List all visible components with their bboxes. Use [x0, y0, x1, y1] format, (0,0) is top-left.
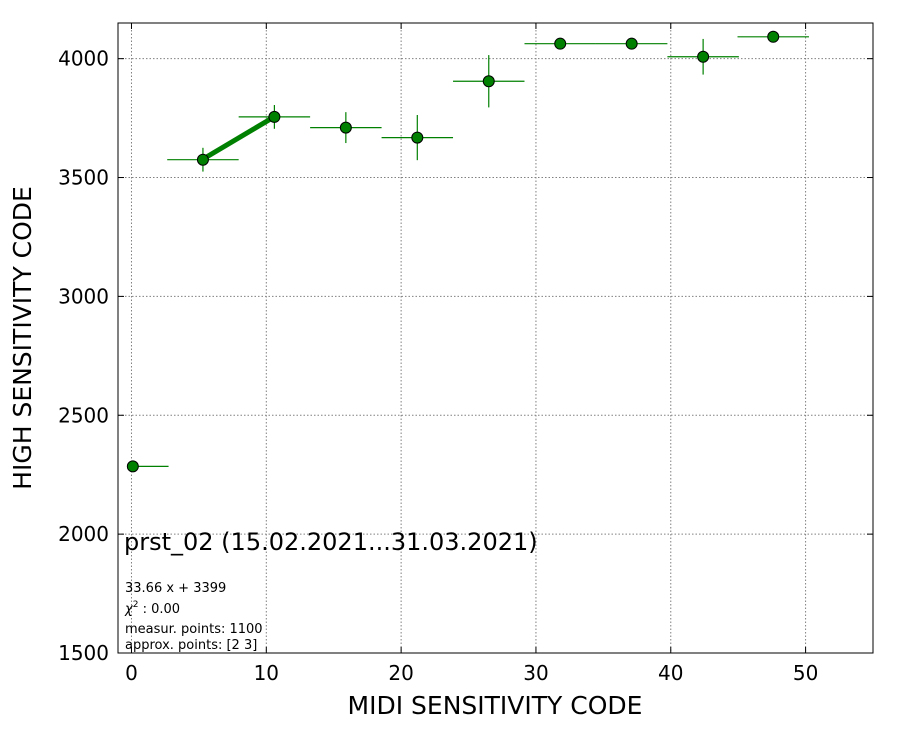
y-tick-label: 3500 — [58, 166, 109, 190]
annotation-title: prst_02 (15.02.2021...31.03.2021) — [124, 528, 538, 556]
grid — [118, 23, 873, 653]
annotation-measur-points: measur. points: 1100 — [125, 622, 263, 637]
x-tick-label: 10 — [254, 661, 279, 685]
data-point-0 — [126, 460, 139, 473]
data-point-2 — [268, 110, 281, 123]
plot-frame — [117, 22, 874, 654]
y-axis-label: HIGH SENSITIVITY CODE — [8, 186, 37, 490]
chi2-value: : 0.00 — [138, 602, 180, 617]
x-tick-label: 30 — [523, 661, 548, 685]
ticks — [118, 23, 873, 654]
annotation-chi2: χ2 : 0.00 — [124, 600, 180, 617]
annotation-approx-points: approx. points: [2 3] — [125, 638, 257, 653]
data-point-9 — [767, 30, 780, 43]
y-tick-label: 1500 — [58, 641, 109, 665]
x-tick-label: 50 — [793, 661, 818, 685]
data-point-8 — [697, 50, 710, 63]
fit-layer — [201, 114, 276, 162]
data-point-6 — [554, 37, 567, 50]
y-tick-label: 3000 — [58, 284, 109, 308]
y-tick-label: 4000 — [58, 47, 109, 71]
data-points — [126, 30, 780, 473]
chi2-superscript: 2 — [133, 600, 139, 610]
x-tick-label: 40 — [658, 661, 683, 685]
y-tick-label: 2500 — [58, 403, 109, 427]
x-tick-labels: 0 10 20 30 40 50 — [125, 661, 818, 685]
data-point-4 — [411, 131, 424, 144]
annotation-fit-equation: 33.66 x + 3399 — [125, 581, 226, 596]
data-point-5 — [482, 75, 495, 88]
y-tick-labels: 1500 2000 2500 3000 3500 4000 — [58, 47, 109, 665]
x-axis-label: MIDI SENSITIVITY CODE — [348, 691, 643, 720]
data-point-3 — [339, 121, 352, 134]
error-bars — [132, 36, 809, 467]
data-point-1 — [196, 153, 209, 166]
data-point-7 — [625, 37, 638, 50]
x-tick-label: 0 — [125, 661, 138, 685]
x-tick-label: 20 — [388, 661, 413, 685]
chi2-symbol: χ — [124, 602, 134, 617]
fit-line — [201, 114, 276, 162]
y-tick-label: 2000 — [58, 522, 109, 546]
